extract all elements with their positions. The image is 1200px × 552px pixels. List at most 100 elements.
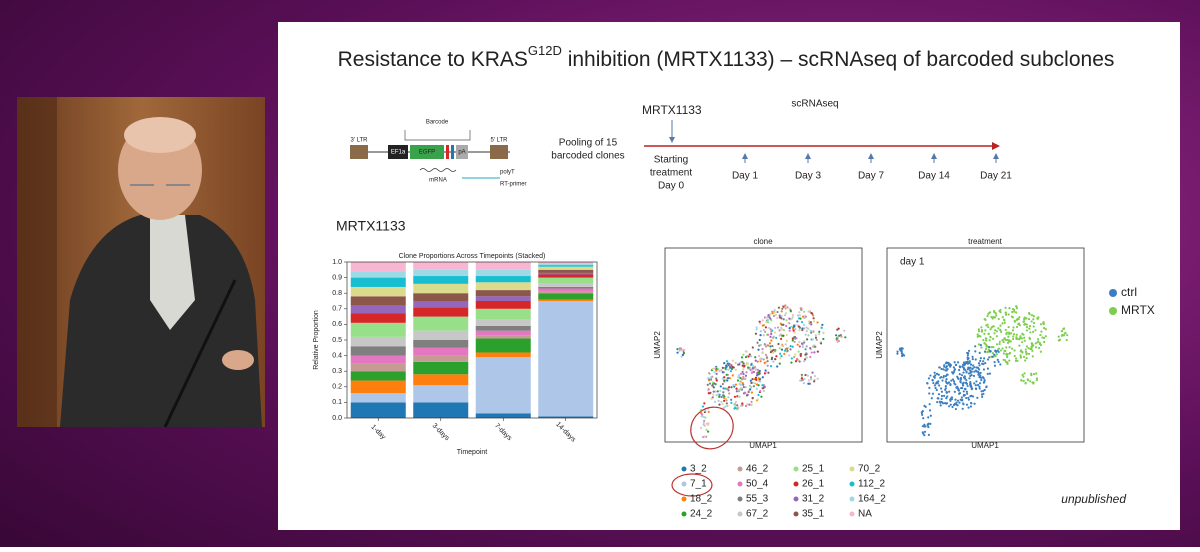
legend-swatch	[849, 481, 855, 487]
umap-point	[1037, 346, 1041, 350]
umap-point	[777, 306, 781, 309]
umap-point	[757, 348, 760, 351]
umap-point	[1031, 345, 1034, 348]
legend-swatch	[1109, 307, 1117, 315]
umap-point	[727, 377, 730, 380]
umap-point	[706, 383, 709, 386]
umap-point	[722, 387, 725, 390]
umap-point	[931, 378, 934, 382]
umap-point	[762, 358, 765, 361]
umap-point	[745, 371, 748, 374]
umap-point	[741, 360, 744, 364]
umap-point	[805, 356, 809, 359]
umap-point	[949, 399, 952, 402]
chart: Clone Proportions Across Timepoints (Sta…	[313, 253, 598, 456]
umap-point	[979, 335, 982, 338]
umap-point	[1022, 375, 1025, 378]
umap-point	[1005, 332, 1008, 335]
umap-point	[789, 325, 793, 328]
umap-point	[805, 326, 808, 329]
umap-point	[971, 357, 974, 361]
umap-point	[936, 372, 939, 375]
umap-point	[940, 397, 943, 401]
umap-panel	[664, 247, 863, 443]
umap-point	[770, 339, 773, 342]
umap-point	[809, 346, 812, 350]
umap-point	[1015, 333, 1018, 336]
umap-point	[760, 395, 763, 398]
umap-point	[930, 397, 933, 400]
umap-point	[807, 320, 811, 323]
umap-point	[749, 403, 753, 407]
umap-point	[810, 323, 813, 326]
umap-point	[1015, 311, 1018, 314]
umap-point	[778, 316, 782, 319]
bar-segment	[538, 263, 594, 266]
umap-point	[762, 389, 765, 393]
umap-point	[989, 335, 992, 338]
umap-point	[734, 400, 737, 403]
umap-point	[929, 414, 932, 417]
umap-point	[764, 330, 767, 333]
umap-point	[748, 353, 751, 356]
timeline-arrow-head	[993, 153, 999, 159]
bar-segment	[413, 330, 469, 340]
umap-point	[718, 403, 721, 406]
bar-segment	[350, 322, 406, 337]
axis-label: UMAP2	[653, 331, 662, 359]
umap-point	[974, 387, 978, 391]
umap-point	[703, 402, 706, 405]
umap-point	[709, 391, 712, 394]
umap-point	[981, 376, 985, 379]
speaker-video	[17, 97, 265, 428]
umap-point	[766, 360, 769, 363]
umap-point	[804, 348, 807, 351]
umap-point	[962, 368, 966, 371]
umap-point	[985, 339, 988, 342]
umap-point	[794, 327, 797, 331]
bar-segment	[350, 271, 406, 278]
umap-point	[676, 351, 679, 354]
umap-point	[803, 316, 806, 320]
umap-point	[991, 337, 995, 340]
umap-point	[961, 384, 965, 387]
umap-point	[928, 403, 931, 406]
umap-point	[1063, 332, 1066, 335]
umap-point	[681, 353, 685, 356]
umap-point	[1003, 349, 1006, 352]
umap-point	[1024, 350, 1028, 353]
umap-point	[742, 362, 745, 365]
umap-point	[808, 322, 811, 325]
umap-point	[1007, 325, 1010, 329]
umap-point	[1031, 330, 1035, 333]
umap-point	[743, 364, 746, 367]
umap-point	[793, 331, 796, 334]
umap-point	[962, 361, 966, 364]
umap-point	[840, 335, 843, 338]
umap-point	[948, 405, 951, 408]
umap-point	[963, 363, 966, 367]
umap-point	[927, 433, 930, 436]
umap-point	[1031, 342, 1034, 345]
umap-point	[764, 343, 767, 346]
umap-point	[837, 327, 840, 330]
umap-point	[1001, 316, 1004, 319]
umap-point	[759, 322, 762, 325]
umap-point	[995, 314, 998, 317]
umap-point	[941, 402, 945, 405]
umap-point	[986, 367, 990, 370]
umap-point	[1015, 337, 1018, 340]
umap-point	[737, 376, 740, 379]
umap-point	[752, 370, 755, 374]
umap-point	[896, 352, 899, 355]
bar-segment	[413, 340, 469, 348]
umap-point	[1023, 372, 1026, 375]
umap-point	[780, 310, 783, 313]
umap-point	[951, 405, 954, 409]
bar-segment	[538, 416, 594, 418]
umap-point	[999, 308, 1002, 312]
umap-point	[952, 366, 955, 369]
umap-point	[769, 313, 772, 316]
umap-point	[747, 355, 750, 358]
umap-point	[927, 377, 931, 380]
